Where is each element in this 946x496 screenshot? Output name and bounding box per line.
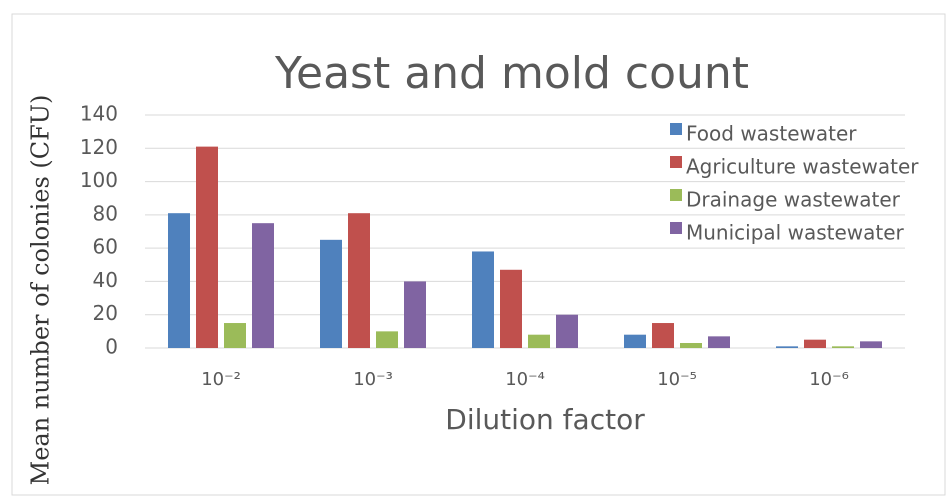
x-axis-label: Dilution factor	[445, 403, 645, 436]
y-tick-label: 60	[93, 235, 118, 259]
bar	[624, 334, 646, 348]
bar	[404, 281, 426, 348]
bar	[500, 269, 522, 348]
legend-label: Municipal wastewater	[686, 221, 905, 245]
legend-swatch	[670, 156, 682, 168]
bar	[320, 239, 342, 348]
x-tick-label: 10⁻⁵	[657, 369, 697, 390]
y-tick-label: 140	[80, 102, 118, 126]
bar	[556, 314, 578, 348]
y-tick-label: 0	[105, 335, 118, 359]
bar	[252, 223, 274, 348]
bar	[472, 251, 494, 348]
bar	[528, 334, 550, 348]
legend-label: Food wastewater	[686, 122, 857, 146]
y-tick-label: 20	[93, 301, 118, 325]
legend-swatch	[670, 189, 682, 201]
bar	[224, 323, 246, 348]
bar	[680, 343, 702, 348]
x-tick-label: 10⁻⁶	[809, 369, 849, 390]
x-tick-label: 10⁻⁴	[505, 369, 545, 390]
chart-title: Yeast and mold count	[274, 48, 749, 99]
bar	[832, 346, 854, 348]
y-axis-label: Mean number of colonies (CFU)	[27, 95, 55, 486]
y-tick-label: 100	[80, 168, 118, 192]
bar	[776, 346, 798, 348]
y-tick-label: 120	[80, 135, 118, 159]
legend-label: Agriculture wastewater	[686, 155, 919, 179]
bar	[708, 336, 730, 348]
bar	[168, 213, 190, 348]
bar	[804, 339, 826, 348]
x-tick-label: 10⁻³	[353, 369, 393, 390]
bar	[348, 213, 370, 348]
y-tick-label: 40	[93, 268, 118, 292]
bar	[860, 341, 882, 348]
bar	[652, 323, 674, 348]
bar	[376, 331, 398, 348]
bar	[196, 146, 218, 348]
x-tick-label: 10⁻²	[201, 369, 241, 390]
y-tick-label: 80	[93, 201, 118, 225]
legend-swatch	[670, 123, 682, 135]
legend-swatch	[670, 222, 682, 234]
legend-label: Drainage wastewater	[686, 188, 901, 212]
